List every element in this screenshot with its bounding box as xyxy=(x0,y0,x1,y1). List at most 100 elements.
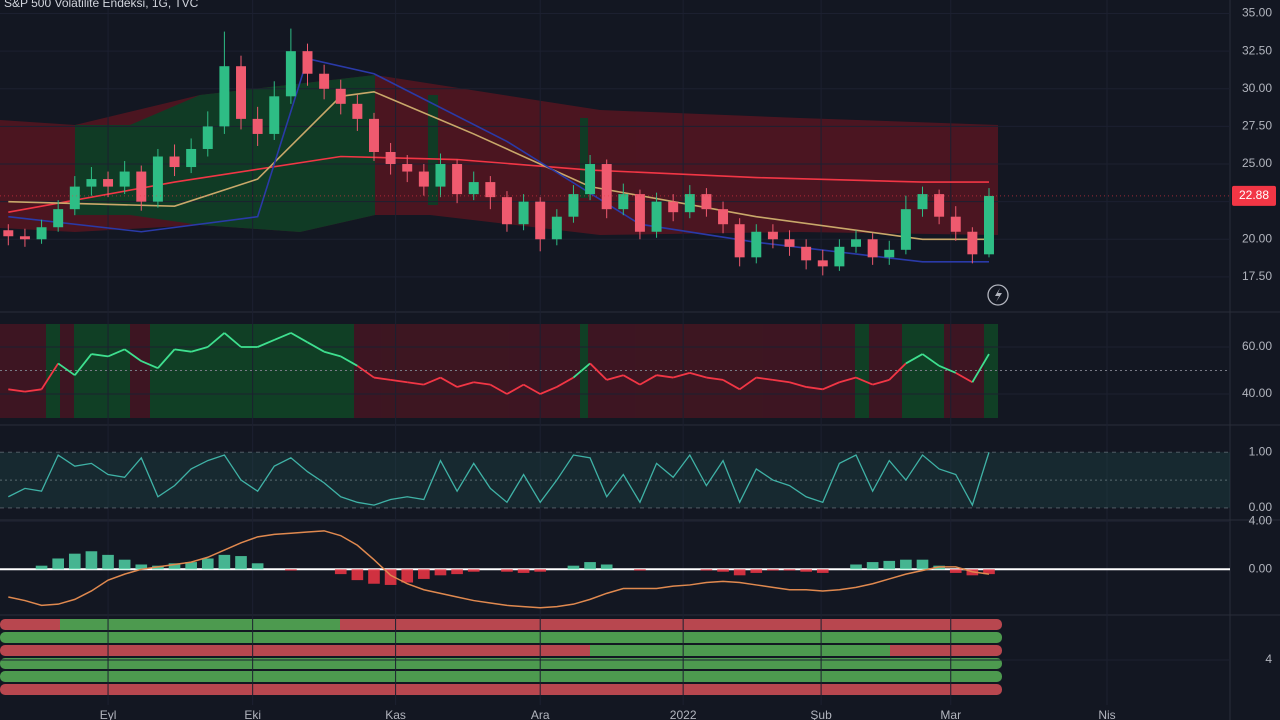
rsi-segment xyxy=(955,372,973,384)
candle-body xyxy=(518,201,529,225)
rsi-segment xyxy=(489,383,508,395)
y-tick-label: 35.00 xyxy=(1242,6,1272,20)
histogram-bar xyxy=(384,569,397,585)
candle-body xyxy=(917,194,928,210)
histogram-bar xyxy=(85,551,98,570)
histogram-bar xyxy=(102,554,114,570)
moving-average xyxy=(8,90,989,241)
candle-body xyxy=(784,239,795,247)
rsi-segment xyxy=(74,353,93,376)
candle-body xyxy=(867,239,878,258)
candle-body xyxy=(601,164,612,210)
candle-body xyxy=(551,216,562,240)
histogram-bar xyxy=(783,569,796,571)
y-tick-label: 40.00 xyxy=(1242,386,1272,400)
y-tick-label: 4 xyxy=(1265,652,1272,666)
rsi-segment xyxy=(373,376,391,381)
rsi-segment xyxy=(273,332,292,341)
x-tick-label: Şub xyxy=(810,708,832,720)
candle-body xyxy=(285,51,296,97)
rsi-band-red xyxy=(0,324,998,418)
cloud xyxy=(0,75,998,235)
y-tick-label: 60.00 xyxy=(1242,339,1272,353)
candle-body xyxy=(950,216,961,232)
histogram-bar xyxy=(434,569,447,576)
candle-body xyxy=(618,194,629,210)
rsi-segment xyxy=(107,348,126,358)
rsi-segment xyxy=(706,376,724,381)
signal-row xyxy=(0,671,1002,682)
rsi-segment xyxy=(639,374,657,386)
signal-row xyxy=(0,658,1002,669)
rsi-segment xyxy=(290,332,308,344)
x-tick-label: Mar xyxy=(940,708,961,720)
rsi-segment xyxy=(789,381,807,388)
rsi-segment xyxy=(207,332,225,348)
rsi-segment xyxy=(656,374,674,379)
signal-row xyxy=(590,645,890,656)
x-tick-label: Eyl xyxy=(100,708,117,720)
moving-average xyxy=(8,155,989,213)
signal-row xyxy=(380,684,910,695)
rsi-segment xyxy=(57,362,76,376)
rsi-segment xyxy=(506,383,525,395)
alert-icon[interactable] xyxy=(987,284,1009,306)
rsi-segment xyxy=(223,332,242,348)
rsi-segment xyxy=(307,341,325,353)
rsi-segment xyxy=(689,371,707,379)
candle-body xyxy=(385,151,396,165)
candle-body xyxy=(19,236,30,240)
candle-body xyxy=(302,51,313,74)
candle-body xyxy=(252,118,263,134)
candle-body xyxy=(967,231,978,255)
rsi-segment xyxy=(257,339,275,348)
last-price-label: 22.88 xyxy=(1239,188,1269,202)
histogram-bar xyxy=(334,569,347,575)
histogram-bar xyxy=(118,559,131,570)
rsi-segment xyxy=(157,348,176,369)
candle-body xyxy=(86,179,97,187)
candle-body xyxy=(817,260,828,267)
y-tick-label: 4.00 xyxy=(1249,513,1273,527)
histogram-bar xyxy=(700,569,713,571)
candle-body xyxy=(900,209,911,250)
rsi-segment xyxy=(722,379,741,391)
rsi-segment xyxy=(190,346,209,353)
histogram-bar xyxy=(501,569,513,572)
rsi-band-green xyxy=(902,324,944,418)
candle-body xyxy=(369,118,379,152)
histogram-bar xyxy=(949,569,962,573)
candle-body xyxy=(468,182,479,195)
histogram-bar xyxy=(850,564,862,570)
rsi-segment xyxy=(523,383,541,395)
candle-body xyxy=(718,209,729,225)
histogram-bar xyxy=(750,569,763,573)
cloud-green xyxy=(580,118,588,198)
cloud-green xyxy=(75,75,375,232)
alert-icon-bolt xyxy=(995,288,1002,302)
histogram-bar xyxy=(285,569,297,571)
rsi-segment xyxy=(456,381,474,388)
candle-body xyxy=(834,246,845,267)
x-tick-label: Eki xyxy=(244,708,261,720)
histogram-bar xyxy=(733,569,746,576)
y-tick-label: 0.00 xyxy=(1249,500,1273,514)
rsi-segment xyxy=(872,379,890,386)
rsi-band-green xyxy=(580,324,588,418)
candle-body xyxy=(3,230,14,237)
rsi-segment xyxy=(938,364,957,374)
candle-body xyxy=(418,171,429,187)
signal-row xyxy=(0,632,1002,643)
candle-body xyxy=(801,246,812,261)
histogram-bar xyxy=(883,560,896,570)
histogram-bar xyxy=(584,562,596,570)
histogram-bar xyxy=(351,569,364,581)
histogram-bar xyxy=(517,569,530,573)
rsi-segment xyxy=(24,388,42,393)
candle-body xyxy=(751,231,762,258)
candle-body xyxy=(335,88,346,104)
rsi-segment xyxy=(839,376,857,384)
y-tick-label: 20.00 xyxy=(1242,231,1272,245)
